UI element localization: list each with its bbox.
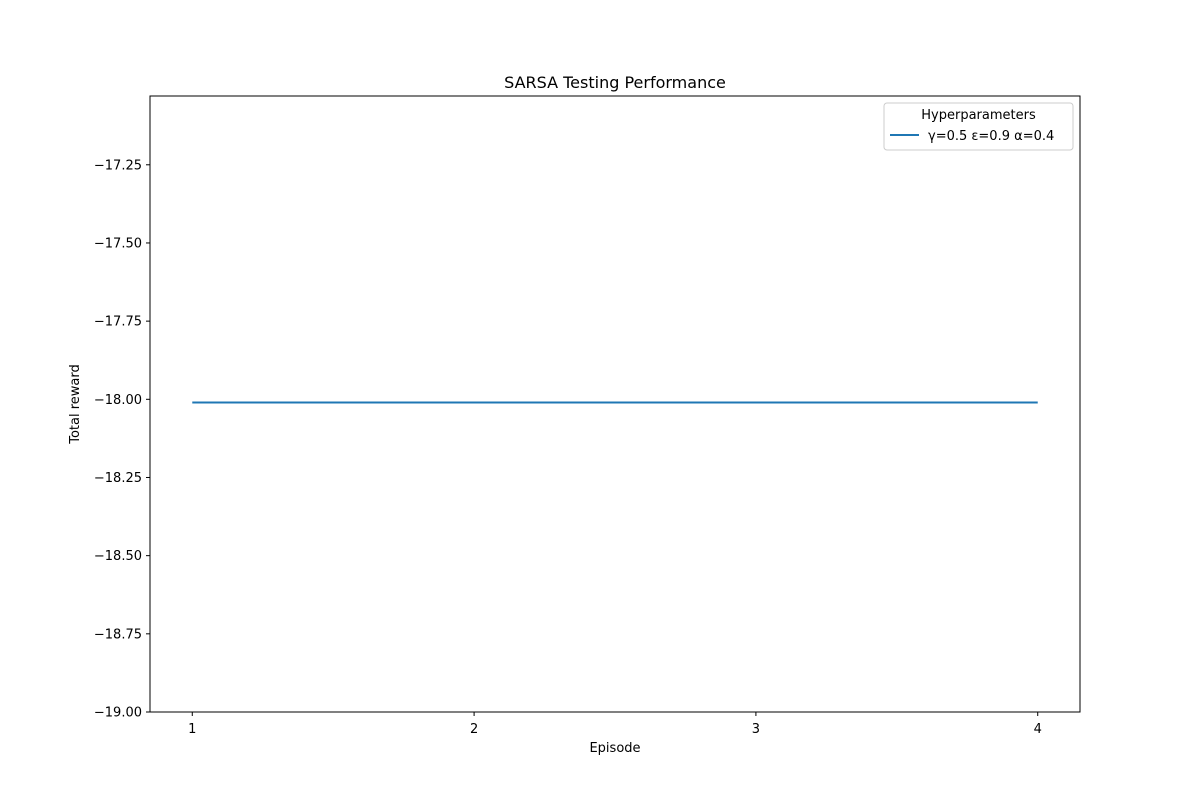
x-tick-label: 3 — [752, 722, 760, 737]
x-tick-label: 1 — [188, 722, 196, 737]
y-tick-label: −17.75 — [94, 315, 142, 330]
legend-box — [883, 102, 1074, 151]
x-axis-label: Episode — [589, 741, 640, 756]
x-tick-label: 2 — [470, 722, 478, 737]
legend-title: Hyperparameters — [921, 108, 1036, 123]
y-tick-label: −18.00 — [94, 393, 142, 408]
y-axis-label: Total reward — [68, 364, 83, 445]
y-tick-label: −18.50 — [94, 549, 142, 564]
y-tick-label: −19.00 — [94, 706, 142, 721]
x-axis: 1 2 3 4 — [188, 712, 1042, 737]
x-tick-label: 4 — [1034, 722, 1042, 737]
y-axis: −19.00 −18.75 −18.50 −18.25 −18.00 −17.75 −17.… — [94, 158, 150, 721]
y-tick-label: −18.75 — [94, 627, 142, 642]
y-tick-label: −17.50 — [94, 236, 142, 251]
chart-title: SARSA Testing Performance — [504, 73, 726, 92]
legend: Hyperparameters γ=0.5 ε=0.9 α=0.4 — [883, 102, 1074, 151]
y-tick-label: −17.25 — [94, 158, 142, 173]
legend-entry-label: γ=0.5 ε=0.9 α=0.4 — [928, 129, 1054, 144]
y-tick-label: −18.25 — [94, 471, 142, 486]
plot-frame — [149, 95, 1081, 713]
